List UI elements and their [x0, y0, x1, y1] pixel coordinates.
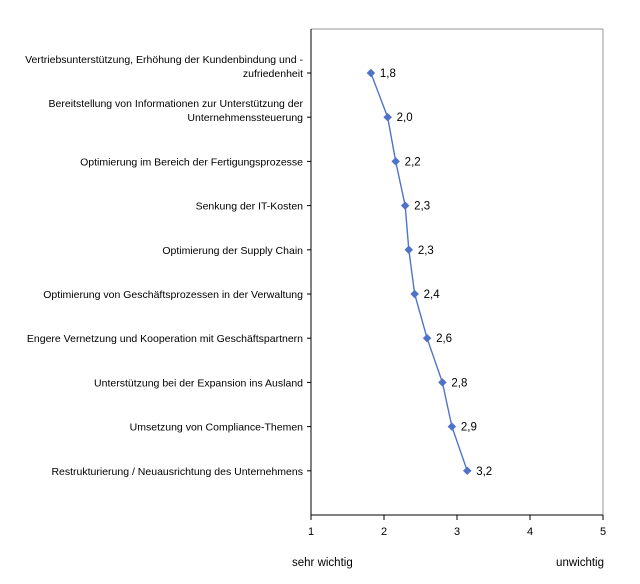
category-label: Vertriebsunterstützung, Erhöhung der Kun… [25, 54, 303, 80]
data-series: 1,8 2,0 2,2 2,3 2,3 2,4 2,6 2,8 2,9 3,2 [366, 68, 492, 478]
x-tick-label: 4 [527, 526, 533, 538]
category-label: Unterstützung bei der Expansion ins Ausl… [94, 377, 303, 389]
data-label: 2,6 [436, 333, 452, 345]
category-label-line: Vertriebsunterstützung, Erhöhung der Kun… [25, 54, 303, 66]
x-tick-label: 3 [454, 526, 460, 538]
data-label: 1,8 [380, 68, 396, 80]
category-label-line: Optimierung im Bereich der Fertigungspro… [80, 156, 303, 168]
data-point [462, 466, 472, 476]
data-point [422, 333, 432, 343]
x-axis-left-label: sehr wichtig [292, 557, 353, 569]
category-label: Senkung der IT-Kosten [196, 201, 304, 213]
data-point [447, 422, 457, 431]
data-label: 2,0 [397, 112, 413, 124]
data-label: 3,2 [476, 466, 492, 478]
data-point [366, 68, 376, 78]
category-label-line: Optimierung von Geschäftsprozessen in de… [43, 289, 303, 301]
data-label: 2,4 [424, 289, 441, 301]
data-point [400, 201, 410, 210]
category-label-line: zufriedenheit [243, 68, 303, 80]
data-label: 2,9 [461, 422, 477, 434]
data-point [404, 245, 414, 255]
data-point [410, 289, 420, 299]
category-label-line: Optimierung der Supply Chain [162, 245, 303, 257]
category-label: Optimierung von Geschäftsprozessen in de… [43, 289, 303, 301]
x-tick-label: 1 [308, 526, 314, 538]
category-label-line: Senkung der IT-Kosten [196, 201, 304, 213]
category-label: Restrukturierung / Neuausrichtung des Un… [51, 466, 303, 478]
category-label: Umsetzung von Compliance-Themen [130, 422, 303, 434]
data-label: 2,3 [414, 201, 430, 213]
data-label: 2,8 [451, 377, 467, 389]
category-label: Bereitstellung von Informationen zur Unt… [49, 98, 304, 124]
x-axis-right-label: unwichtig [556, 557, 604, 569]
series-line [370, 72, 468, 472]
category-label: Engere Vernetzung und Kooperation mit Ge… [27, 333, 303, 345]
plot-area [307, 28, 604, 516]
category-label-line: Bereitstellung von Informationen zur Unt… [49, 98, 304, 110]
data-label: 2,3 [418, 245, 434, 257]
category-label: Optimierung der Supply Chain [162, 245, 303, 257]
category-label: Optimierung im Bereich der Fertigungspro… [80, 156, 303, 168]
category-label-line: Engere Vernetzung und Kooperation mit Ge… [27, 333, 303, 345]
x-axis-ticks: 1 2 3 4 5 [308, 515, 606, 538]
x-tick-label: 5 [600, 526, 606, 538]
category-label-line: Unterstützung bei der Expansion ins Ausl… [94, 377, 303, 389]
category-label-line: Unternehmenssteuerung [187, 112, 303, 124]
category-labels: Vertriebsunterstützung, Erhöhung der Kun… [25, 54, 303, 478]
category-label-line: Umsetzung von Compliance-Themen [130, 422, 303, 434]
category-label-line: Restrukturierung / Neuausrichtung des Un… [51, 466, 303, 478]
x-tick-label: 2 [381, 526, 387, 538]
data-point [438, 378, 447, 387]
data-point [391, 157, 401, 166]
data-label: 2,2 [405, 156, 421, 168]
data-point [383, 112, 393, 122]
